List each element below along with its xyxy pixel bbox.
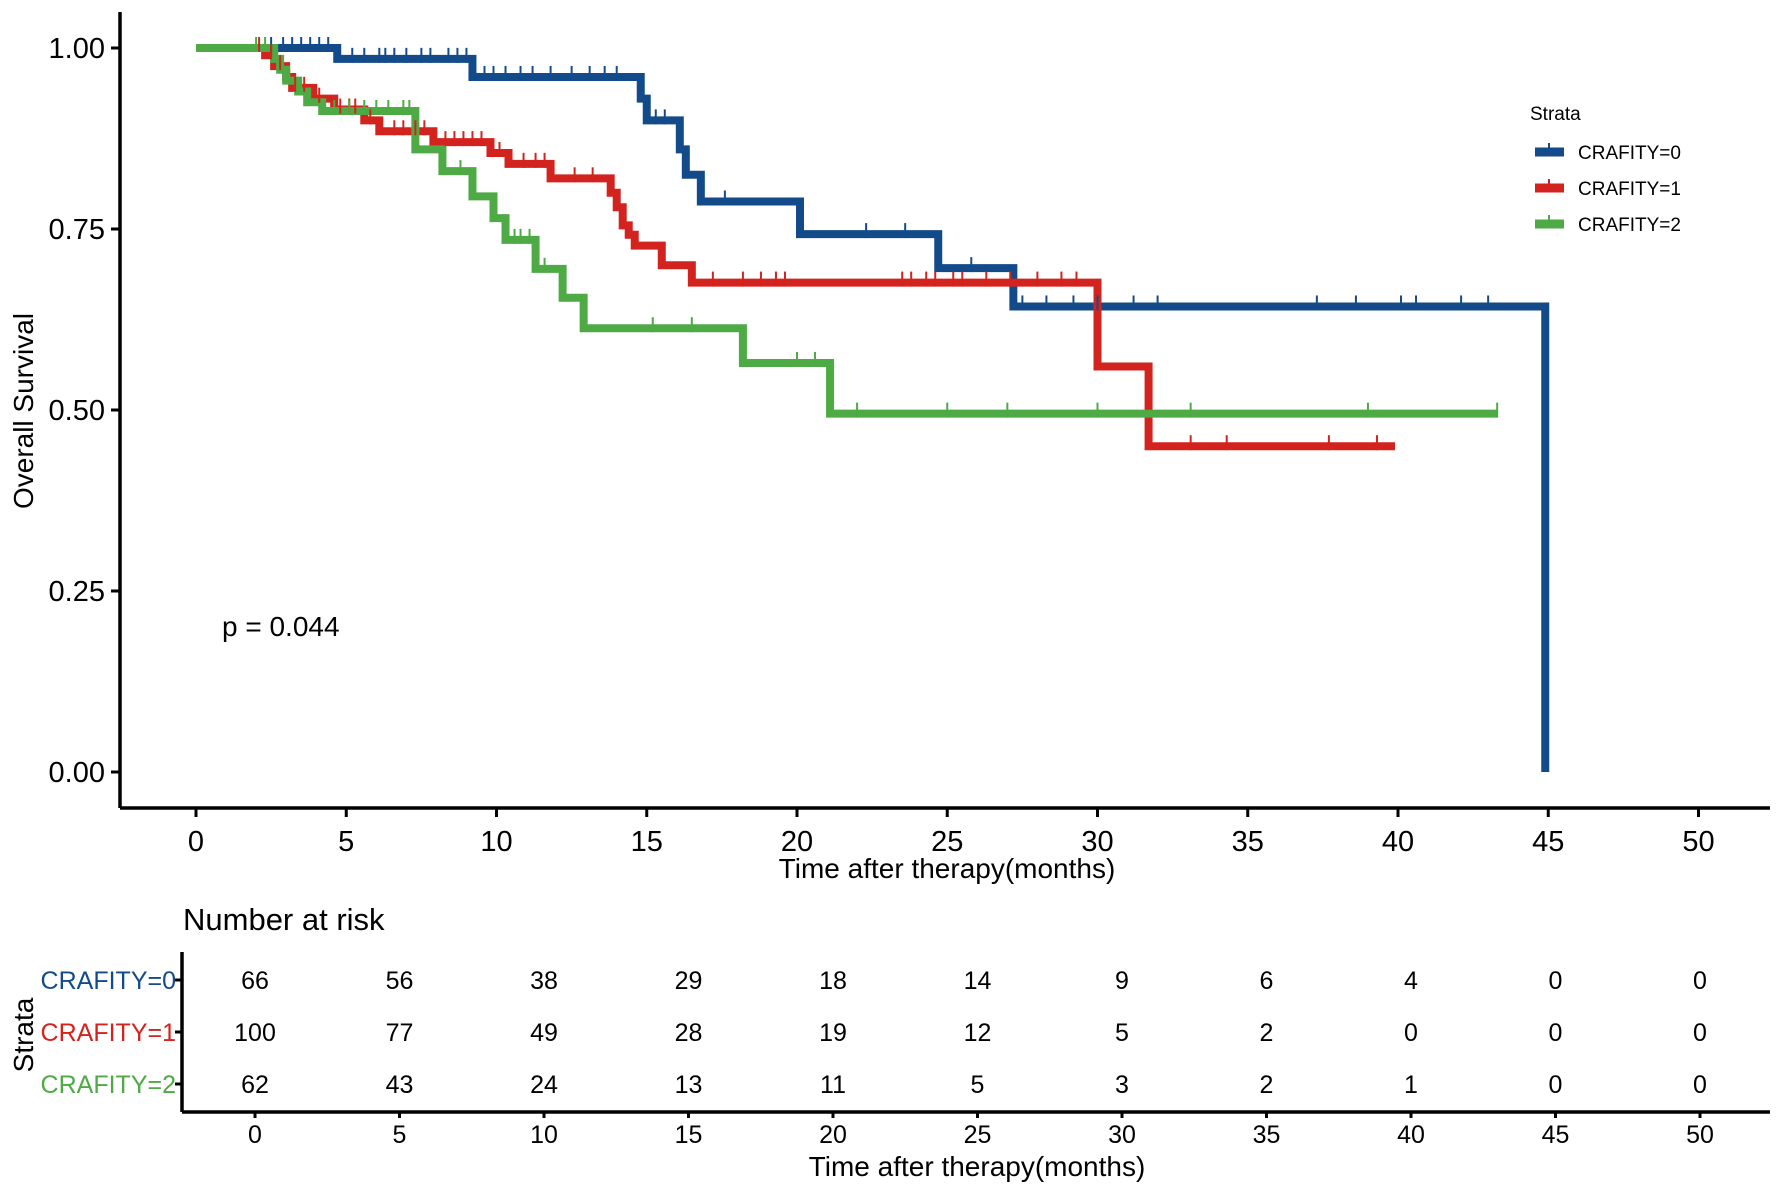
risk-cell: 49: [530, 1019, 558, 1047]
main-plot-panel: 0 5 10 15 20 25 30 35 40 45 50 0.00 0.25 0.50 0.75 1.00…: [8, 12, 1770, 884]
risk-cell: 13: [675, 1071, 703, 1099]
risk-cell: 0: [1693, 1071, 1707, 1099]
risk-x-tick-label: 25: [964, 1121, 992, 1149]
risk-x-tick-label: 40: [1397, 1121, 1425, 1149]
risk-x-tick-label: 20: [819, 1121, 847, 1149]
risk-cell: 4: [1404, 967, 1418, 995]
x-tick-label: 0: [188, 826, 204, 858]
risk-cell: 18: [819, 967, 847, 995]
risk-cell: 14: [964, 967, 992, 995]
y-tick-label: 0.50: [49, 395, 105, 427]
x-tick-label: 40: [1382, 826, 1414, 858]
risk-cell: 9: [1115, 967, 1129, 995]
x-tick-label: 15: [631, 826, 663, 858]
y-tick-label: 0.25: [49, 576, 105, 608]
risk-cell: 29: [675, 967, 703, 995]
risk-cell: 19: [819, 1019, 847, 1047]
legend-label: CRAFITY=1: [1578, 179, 1681, 200]
risk-cell: 77: [386, 1019, 414, 1047]
y-tick-label: 0.00: [49, 757, 105, 789]
risk-strata-label: CRAFITY=1: [41, 1019, 176, 1047]
risk-x-tick-label: 5: [393, 1121, 407, 1149]
risk-table-panel: Number at risk Strata Time after therapy…: [8, 902, 1770, 1182]
risk-table-x-title: Time after therapy(months): [809, 1151, 1146, 1182]
x-tick-label: 50: [1682, 826, 1714, 858]
risk-cell: 100: [234, 1019, 276, 1047]
risk-cell: 0: [1693, 967, 1707, 995]
x-tick-label: 25: [931, 826, 963, 858]
risk-cell: 0: [1549, 967, 1563, 995]
x-tick-label: 30: [1081, 826, 1113, 858]
risk-x-tick-label: 50: [1686, 1121, 1714, 1149]
legend-label: CRAFITY=0: [1578, 143, 1681, 164]
legend-label: CRAFITY=2: [1578, 215, 1681, 236]
x-tick-label: 10: [480, 826, 512, 858]
risk-x-tick-label: 45: [1542, 1121, 1570, 1149]
risk-x-tick-label: 30: [1108, 1121, 1136, 1149]
y-tick-label: 1.00: [49, 33, 105, 65]
risk-cell: 56: [386, 967, 414, 995]
risk-cell: 62: [241, 1071, 269, 1099]
x-tick-label: 35: [1232, 826, 1264, 858]
p-value-label: p = 0.044: [222, 611, 340, 642]
legend-title: Strata: [1530, 104, 1581, 125]
risk-x-tick-label: 15: [675, 1121, 703, 1149]
risk-x-tick-label: 10: [530, 1121, 558, 1149]
risk-cell: 5: [1115, 1019, 1129, 1047]
risk-cell: 0: [1693, 1019, 1707, 1047]
main-axes: 0 5 10 15 20 25 30 35 40 45 50 0.00 0.25 0.50 0.75 1.00: [49, 12, 1770, 858]
legend: Strata CRAFITY=0 CRAFITY=1 CRAFITY=2: [1530, 104, 1681, 236]
risk-table-y-title: Strata: [8, 997, 39, 1072]
risk-cell: 0: [1549, 1071, 1563, 1099]
y-tick-label: 0.75: [49, 214, 105, 246]
risk-cell: 2: [1260, 1019, 1274, 1047]
risk-table-title: Number at risk: [183, 902, 385, 937]
risk-cell: 6: [1260, 967, 1274, 995]
risk-cell: 0: [1404, 1019, 1418, 1047]
x-tick-label: 45: [1532, 826, 1564, 858]
risk-cell: 2: [1260, 1071, 1274, 1099]
x-axis-title: Time after therapy(months): [779, 853, 1116, 884]
risk-cell: 38: [530, 967, 558, 995]
survival-curve-crafity-2: [196, 44, 1498, 418]
censor-marks: [255, 37, 1499, 451]
risk-cell: 1: [1404, 1071, 1418, 1099]
survival-curves: [196, 44, 1550, 772]
risk-cell: 5: [971, 1071, 985, 1099]
risk-strata-label: CRAFITY=2: [41, 1071, 176, 1099]
x-tick-label: 5: [338, 826, 354, 858]
risk-table-axes: 0 5 10 15 20 25 30 35 40 45 50: [175, 952, 1770, 1149]
risk-strata-label: CRAFITY=0: [41, 967, 176, 995]
risk-cell: 12: [964, 1019, 992, 1047]
survival-curve-crafity-0: [196, 44, 1550, 772]
risk-cell: 66: [241, 967, 269, 995]
risk-cell: 0: [1549, 1019, 1563, 1047]
risk-x-tick-label: 0: [248, 1121, 262, 1149]
risk-cell: 28: [675, 1019, 703, 1047]
risk-x-tick-label: 35: [1253, 1121, 1281, 1149]
risk-cell: 3: [1115, 1071, 1129, 1099]
risk-cell: 43: [386, 1071, 414, 1099]
risk-cell: 24: [530, 1071, 558, 1099]
x-tick-label: 20: [781, 826, 813, 858]
y-axis-title: Overall Survival: [8, 313, 39, 509]
risk-cell: 11: [820, 1071, 846, 1099]
